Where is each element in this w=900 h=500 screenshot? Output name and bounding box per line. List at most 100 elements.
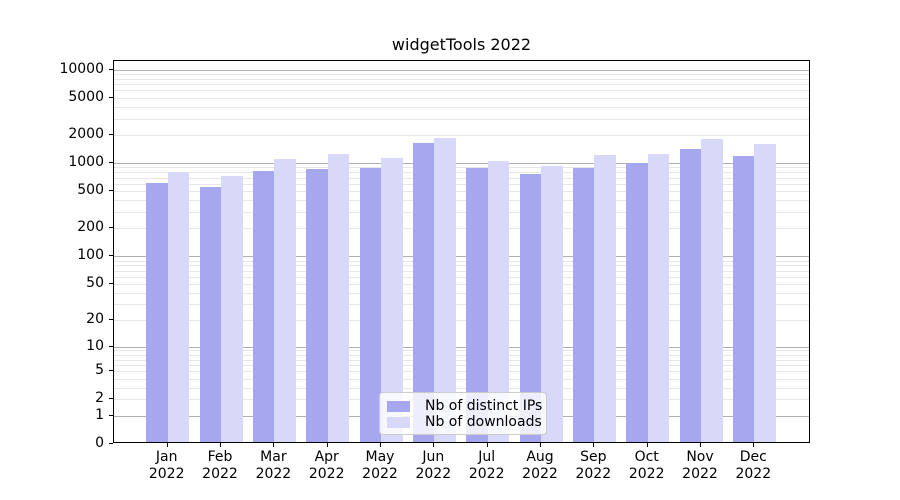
minor-gridline-4000 [114, 106, 809, 108]
x-tick-jul [486, 443, 488, 447]
y-tick-label-5: 5 [95, 362, 104, 379]
x-tick-aug [540, 443, 541, 447]
minor-gridline-600 [114, 183, 809, 185]
y-tick-label-0: 0 [95, 435, 104, 451]
y-tick-500 [109, 190, 113, 192]
y-tick-label-20: 20 [86, 311, 104, 328]
minor-gridline-6000 [114, 90, 809, 92]
minor-gridline-8000 [114, 78, 809, 80]
y-tick-label-1: 1 [95, 406, 104, 423]
x-tick-label-sep: Sep 2022 [575, 449, 612, 482]
bar-nb-of-downloads-aug [541, 165, 563, 442]
bar-nb-of-distinct-ips-jun [412, 143, 435, 442]
bar-nb-of-downloads-feb [221, 175, 243, 442]
x-tick-label-oct: Oct 2022 [628, 449, 665, 482]
bar-nb-of-downloads-jul [487, 160, 510, 442]
minor-gridline-2000 [114, 135, 809, 136]
bar-nb-of-distinct-ips-aug [519, 173, 541, 442]
minor-gridline-200 [114, 228, 809, 230]
x-tick-dec [753, 443, 755, 447]
minor-gridline-40 [114, 293, 809, 294]
y-tick-label-10000: 10000 [59, 60, 104, 77]
x-tick-label-may: May 2022 [362, 449, 398, 482]
y-tick-label-500: 500 [77, 182, 104, 199]
bar-nb-of-distinct-ips-apr [306, 169, 328, 442]
bar-nb-of-distinct-ips-oct [626, 163, 648, 442]
y-tick-5 [109, 370, 113, 372]
y-tick-20 [109, 319, 113, 321]
x-tick-apr [326, 443, 328, 447]
y-tick-50 [109, 283, 113, 285]
x-tick-mar [273, 443, 275, 447]
y-tick-0 [109, 443, 113, 444]
x-tick-may [380, 443, 381, 447]
x-tick-oct [646, 443, 648, 447]
minor-gridline-6 [114, 364, 809, 366]
minor-gridline-20 [114, 320, 809, 322]
legend-item-downloads: Nb of downloads [387, 414, 542, 430]
bar-nb-of-downloads-may [381, 157, 403, 442]
minor-gridline-500 [114, 191, 809, 193]
plot-area [113, 60, 810, 443]
bar-nb-of-distinct-ips-feb [199, 187, 221, 442]
x-tick-feb [220, 443, 221, 447]
x-tick-label-feb: Feb 2022 [202, 449, 238, 482]
minor-gridline-300 [114, 212, 809, 213]
bar-nb-of-downloads-jan [167, 171, 190, 442]
x-tick-label-nov: Nov 2022 [682, 449, 718, 482]
legend-label-downloads: Nb of downloads [425, 414, 542, 430]
y-tick-label-1000: 1000 [68, 154, 104, 171]
minor-gridline-90 [114, 260, 809, 262]
x-tick-sep [593, 443, 595, 447]
x-tick-label-jan: Jan 2022 [148, 449, 185, 482]
minor-gridline-3 [114, 387, 809, 389]
minor-gridline-900 [114, 167, 809, 169]
legend-label-distinct-ips: Nb of distinct IPs [425, 398, 543, 414]
bar-nb-of-distinct-ips-dec [732, 155, 755, 442]
legend-swatch-distinct-ips [387, 400, 410, 412]
y-tick-2 [109, 398, 113, 400]
y-tick-label-5000: 5000 [68, 88, 104, 105]
minor-gridline-4 [114, 378, 809, 380]
y-tick-label-100: 100 [77, 247, 104, 264]
x-tick-label-aug: Aug 2022 [522, 449, 558, 482]
y-tick-label-2: 2 [95, 390, 104, 407]
x-tick-label-mar: Mar 2022 [255, 449, 292, 482]
bar-nb-of-distinct-ips-nov [679, 149, 701, 442]
y-tick-label-200: 200 [77, 219, 104, 236]
bar-nb-of-downloads-jun [434, 137, 456, 442]
chart-title: widgetTools 2022 [391, 35, 532, 54]
minor-gridline-3000 [114, 118, 809, 120]
bar-nb-of-downloads-nov [701, 138, 723, 442]
bar-nb-of-distinct-ips-mar [252, 171, 275, 442]
y-tick-10000 [109, 68, 113, 70]
x-tick-label-jul: Jul 2022 [468, 449, 505, 482]
minor-gridline-9 [114, 350, 809, 352]
minor-gridline-80 [114, 265, 809, 267]
bar-nb-of-downloads-dec [754, 143, 776, 442]
bar-nb-of-downloads-mar [274, 159, 296, 442]
y-tick-label-10: 10 [86, 337, 104, 354]
minor-gridline-8 [114, 354, 809, 356]
y-tick-10 [109, 345, 113, 347]
minor-gridline-700 [114, 177, 809, 179]
bar-nb-of-distinct-ips-may [359, 168, 381, 442]
y-tick-100 [109, 255, 113, 257]
major-gridline-10 [114, 346, 809, 348]
minor-gridline-7000 [114, 84, 809, 86]
legend: Nb of distinct IPs Nb of downloads [379, 392, 547, 435]
bar-nb-of-distinct-ips-jul [466, 168, 488, 442]
bar-nb-of-distinct-ips-jan [146, 183, 168, 442]
major-gridline-100 [114, 256, 809, 258]
bar-nb-of-distinct-ips-sep [572, 168, 595, 442]
y-tick-5000 [109, 96, 113, 98]
y-tick-label-2000: 2000 [68, 126, 104, 142]
major-gridline-10000 [114, 69, 809, 71]
bar-nb-of-downloads-sep [594, 154, 616, 442]
minor-gridline-7 [114, 359, 809, 361]
y-tick-1 [109, 414, 113, 416]
x-tick-label-dec: Dec 2022 [735, 449, 772, 482]
y-tick-label-50: 50 [86, 275, 104, 292]
bar-nb-of-downloads-oct [647, 153, 670, 442]
